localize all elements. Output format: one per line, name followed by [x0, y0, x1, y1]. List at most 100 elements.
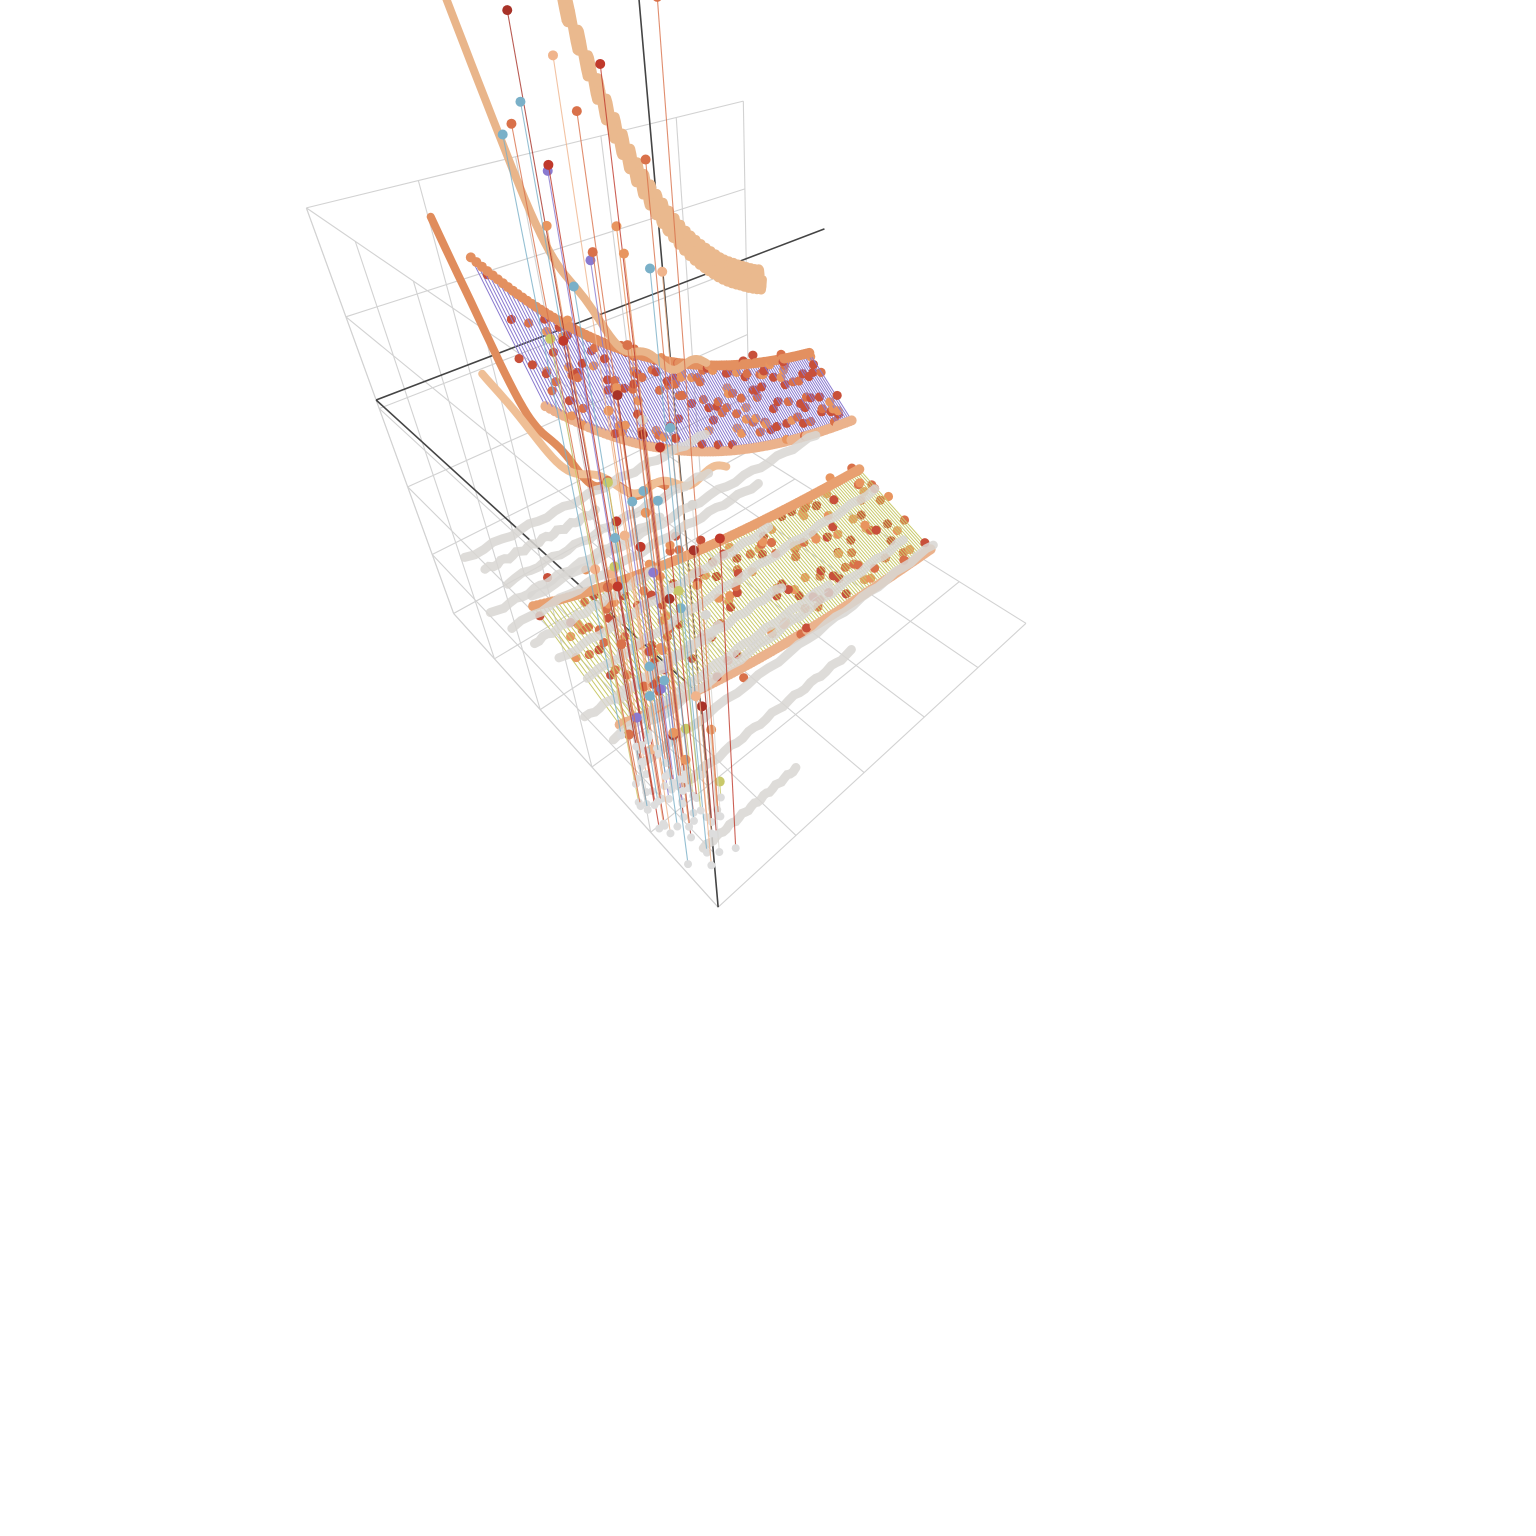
stem-marker-mid: [583, 622, 594, 632]
stem-line: [743, 364, 790, 441]
stem-line: [858, 468, 932, 550]
cluster-marker: [689, 816, 698, 825]
stem-marker-mid: [866, 573, 876, 583]
stem-marker-mid: [814, 392, 825, 402]
cluster-marker: [617, 731, 626, 740]
baseline-line: [639, 540, 938, 766]
cluster-marker: [668, 778, 677, 787]
stem-line: [846, 475, 920, 558]
cluster-marker: [673, 822, 682, 831]
cluster-marker: [668, 727, 679, 738]
wave-marker: [669, 213, 680, 224]
cluster-stem: [710, 729, 718, 810]
wave-marker: [582, 55, 593, 66]
stem-marker-mid: [745, 549, 755, 559]
stem-line: [517, 293, 586, 426]
wave-marker: [600, 96, 611, 107]
wave-marker: [572, 44, 583, 55]
stem-line: [852, 472, 926, 554]
cluster-marker: [679, 813, 688, 822]
baseline-line: [554, 522, 774, 663]
stem-line: [475, 261, 551, 409]
stem-marker-mid: [736, 393, 746, 403]
stem-marker-mid: [828, 522, 838, 532]
stem-line: [502, 283, 573, 421]
cluster-marker: [700, 609, 711, 620]
stem-marker-mid: [817, 404, 827, 414]
cluster-marker: [587, 247, 598, 258]
cluster-stem: [614, 537, 659, 802]
cluster-marker: [648, 567, 659, 578]
cluster-marker: [643, 805, 652, 814]
stem-line: [705, 365, 755, 448]
stem-marker-mid: [811, 534, 821, 544]
cluster-stem: [705, 614, 721, 817]
stem-marker-back: [804, 347, 815, 358]
wave-marker: [651, 189, 662, 200]
cluster-marker: [712, 830, 721, 839]
stem-line: [759, 362, 805, 437]
cluster-marker: [640, 154, 651, 165]
cluster-stem: [546, 225, 640, 750]
cluster-marker: [638, 486, 649, 497]
stem-marker-mid: [567, 411, 577, 421]
stem-line: [470, 257, 546, 407]
stem-marker-mid: [692, 580, 702, 590]
stem-line: [721, 365, 769, 446]
cluster-marker: [568, 281, 579, 292]
stem-marker-mid: [713, 440, 723, 450]
cluster-marker: [714, 533, 725, 544]
stem-marker-mid: [825, 397, 835, 407]
cluster-stem: [639, 546, 674, 783]
stem-line: [708, 365, 758, 448]
cluster-marker: [590, 564, 601, 575]
cluster-marker: [661, 772, 670, 781]
stem-line: [723, 365, 772, 446]
cluster-stem: [669, 427, 704, 775]
cluster-marker: [515, 96, 526, 107]
cluster-marker: [707, 818, 716, 827]
stem-marker-mid: [829, 495, 839, 505]
stem-marker-mid: [800, 572, 810, 583]
stem-marker-mid: [670, 379, 680, 389]
cluster-marker: [545, 333, 556, 344]
cluster-stem: [656, 0, 720, 817]
stem-line: [497, 279, 569, 419]
stem-marker-front: [846, 415, 857, 426]
stem-marker-mid: [860, 520, 870, 530]
wave-marker: [564, 6, 575, 17]
wave-marker: [617, 130, 628, 141]
wave-marker: [648, 198, 659, 209]
cluster-marker: [636, 802, 645, 811]
decay-line: [442, 0, 711, 374]
cluster-marker: [655, 824, 664, 833]
stem-marker-back: [854, 464, 865, 475]
cluster-stem: [510, 123, 642, 807]
stem-marker-mid: [637, 372, 647, 383]
stem-marker-mid: [883, 491, 894, 502]
stem-line: [790, 356, 835, 428]
cluster-marker: [571, 106, 582, 117]
cluster-marker: [502, 5, 513, 16]
stem-marker-mid: [783, 396, 794, 407]
stem-line: [713, 365, 762, 447]
stem-line: [842, 478, 916, 561]
cluster-stem: [502, 134, 622, 736]
cluster-marker: [644, 661, 655, 672]
cluster-marker: [595, 58, 606, 69]
stem-marker-mid: [566, 631, 576, 642]
cluster-marker: [659, 675, 670, 686]
cluster-marker: [687, 499, 698, 510]
cluster-marker: [618, 248, 629, 259]
cluster-marker: [678, 786, 687, 795]
cluster-stem: [659, 447, 698, 799]
stem-line: [856, 470, 930, 551]
baseline-line: [485, 512, 665, 617]
cluster-marker: [664, 794, 673, 803]
cluster-stem: [661, 271, 712, 834]
cluster-stem: [691, 504, 720, 853]
stem-marker-mid: [841, 589, 851, 599]
cluster-stem: [657, 500, 695, 821]
